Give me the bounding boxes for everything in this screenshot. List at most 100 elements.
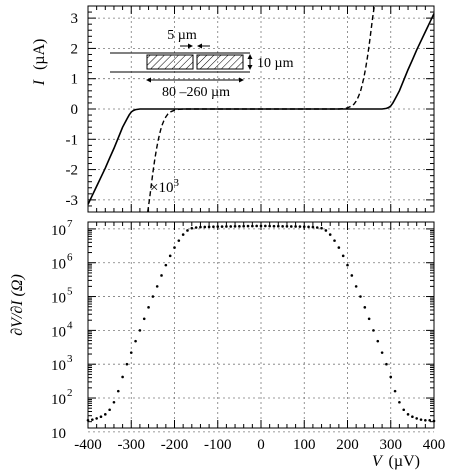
resistance-data-point: [125, 362, 129, 366]
bottom-y-tick-exponent: 2: [67, 387, 73, 399]
resistance-data-point: [168, 254, 172, 258]
iv-curve-dashed-x1000: [146, 5, 376, 213]
bottom-y-tick-exponent: 6: [67, 252, 73, 264]
resistance-data-point: [207, 225, 211, 229]
top-grid: [88, 6, 434, 212]
bottom-y-tick-label: 10: [51, 392, 66, 408]
resistance-data-point: [212, 225, 215, 229]
resistance-data-point: [389, 375, 393, 379]
resistance-data-point: [91, 418, 94, 421]
resistance-data-point: [294, 225, 297, 228]
resistance-data-point: [229, 225, 233, 228]
resistance-data-point: [186, 229, 189, 232]
resistance-data-point: [233, 225, 237, 228]
resistance-data-point: [194, 226, 198, 229]
resistance-data-point: [199, 225, 202, 229]
resistance-data-point: [173, 246, 176, 249]
resistance-data-point: [363, 306, 367, 309]
resistance-data-point: [424, 418, 427, 422]
x-tick-labels: -400 -300 -200 -100 0 100 200 300 400: [74, 437, 445, 453]
bottom-y-tick-label: 10: [51, 358, 66, 374]
resistance-data-point: [104, 413, 107, 416]
resistance-data-point: [272, 224, 276, 228]
inset-left-electrode: [146, 54, 194, 70]
bottom-y-axis-label: ∂V/∂I (Ω): [9, 274, 26, 336]
resistance-data-point: [190, 226, 194, 230]
resistance-data-point: [428, 418, 431, 422]
resistance-data-point: [151, 295, 155, 298]
top-y-tick-label: 2: [71, 41, 79, 57]
inset-height-label: 10 µm: [257, 56, 294, 71]
inset-length-arrowhead-right: [239, 77, 244, 83]
resistance-data-point: [129, 351, 133, 354]
x-axis-label: V (µV): [372, 453, 420, 470]
dashed-scale-exponent: 3: [173, 177, 179, 189]
junction-inset: 5 µm 10 µm 80 –260 µm: [110, 28, 294, 100]
top-y-tick-label: -3: [66, 193, 79, 209]
inset-length-arrowhead-left: [146, 77, 151, 83]
resistance-data-point: [402, 408, 406, 412]
top-y-tick-label: 0: [71, 102, 79, 118]
resistance-data-point: [285, 225, 289, 228]
top-y-axis-label: I (µA): [31, 39, 48, 87]
inset-height-arrowhead-top: [247, 54, 253, 59]
x-tick-label: 300: [380, 437, 403, 453]
resistance-data-point: [225, 225, 228, 228]
resistance-data-point: [181, 233, 185, 236]
resistance-data-point: [311, 225, 315, 229]
resistance-data-point: [121, 375, 124, 379]
resistance-data-point: [147, 306, 150, 309]
resistance-data-point: [341, 254, 345, 258]
resistance-data-point: [398, 400, 401, 404]
dashed-scale-base: ×10: [150, 180, 173, 196]
top-ticks: [87, 6, 435, 212]
top-y-tick-label: 1: [71, 72, 79, 88]
resistance-data-point: [393, 389, 397, 393]
top-y-tick-labels: 3 2 1 0 -1 -2 -3: [66, 11, 79, 209]
resistance-data-point: [203, 225, 207, 229]
x-tick-label: 200: [336, 437, 359, 453]
bottom-y-tick-exponent: 5: [67, 286, 73, 298]
resistance-data-point: [324, 229, 328, 232]
inset-gap-arrowhead-right: [197, 43, 202, 49]
resistance-data-point: [298, 225, 302, 228]
bottom-y-tick-exponent: 7: [67, 218, 73, 230]
bottom-y-tick-label: 10: [51, 257, 66, 273]
resistance-data-point: [359, 295, 362, 298]
top-panel: 3 2 1 0 -1 -2 -3 I (µA) 5 µm 10 µm: [31, 5, 435, 213]
resistance-data-point: [289, 225, 293, 228]
resistance-data-point: [112, 400, 116, 404]
resistance-data-point: [251, 224, 254, 228]
resistance-data-point: [238, 225, 241, 228]
x-axis-variable: V: [372, 453, 384, 470]
resistance-data-point: [307, 225, 310, 229]
resistance-data-point: [164, 263, 168, 267]
top-y-axis-variable: I: [31, 79, 48, 86]
resistance-data-point: [99, 415, 103, 419]
bottom-y-tick-label: 10: [51, 291, 66, 307]
inset-gap-arrowhead-left: [188, 43, 193, 49]
x-tick-label: 0: [257, 437, 265, 453]
x-tick-label: -100: [204, 437, 232, 453]
resistance-data-point: [264, 224, 267, 228]
top-series: [87, 5, 435, 213]
bottom-y-tick-label: 10: [51, 223, 66, 239]
resistance-data-point: [177, 239, 181, 242]
bottom-y-tick-label: 10: [51, 324, 66, 340]
dashed-scale-annotation: ×103: [150, 177, 179, 196]
resistance-data-point: [328, 233, 332, 236]
top-y-axis-unit: (µA): [31, 39, 48, 70]
resistance-data-point: [346, 263, 349, 267]
inset-gap-label: 5 µm: [167, 28, 197, 43]
resistance-data-point: [415, 417, 419, 420]
resistance-data-point: [376, 339, 380, 343]
resistance-data-point: [333, 239, 336, 242]
resistance-data-point: [350, 274, 354, 277]
x-tick-label: -300: [118, 437, 146, 453]
inset-right-electrode: [196, 54, 244, 70]
resistance-data-point: [246, 224, 250, 228]
x-tick-label: -200: [161, 437, 189, 453]
resistance-data-point: [337, 246, 341, 249]
resistance-data-point: [155, 285, 159, 288]
